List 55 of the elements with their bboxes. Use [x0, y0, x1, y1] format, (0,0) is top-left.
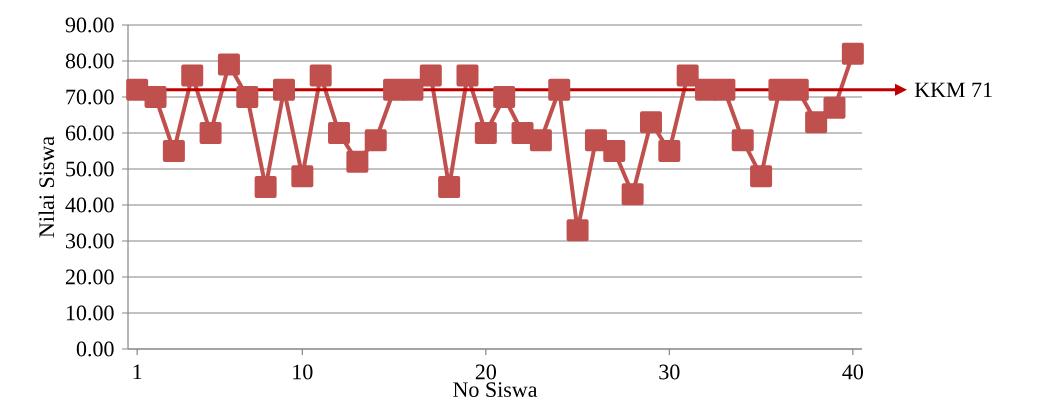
- point: [566, 219, 589, 242]
- point: [731, 129, 754, 152]
- point: [493, 86, 516, 108]
- point: [309, 64, 332, 87]
- point: [181, 64, 204, 87]
- y-tick-label: 10.00: [66, 305, 114, 321]
- point: [584, 129, 607, 152]
- y-tick-label: 40.00: [65, 197, 114, 213]
- point: [529, 129, 552, 152]
- point: [291, 165, 314, 188]
- x-tick-label: 40: [842, 364, 863, 380]
- x-axis-title: No Siswa: [453, 382, 538, 398]
- x-tick-label: 30: [659, 364, 680, 380]
- point: [474, 122, 497, 144]
- x-tick-label: 1: [133, 364, 142, 380]
- x-tick-label: 20: [475, 364, 496, 380]
- point: [144, 86, 167, 108]
- point: [750, 165, 773, 188]
- point: [823, 96, 846, 119]
- point: [199, 122, 222, 144]
- point: [328, 122, 351, 144]
- y-tick-label: 50.00: [66, 161, 114, 177]
- x-tick-label: 10: [293, 364, 313, 380]
- point: [346, 150, 369, 173]
- point: [786, 78, 809, 101]
- y-tick-label: 70.00: [66, 89, 114, 105]
- point: [603, 140, 626, 162]
- ref-line-label: KKM 71: [914, 82, 992, 98]
- y-tick-label: 80.00: [65, 53, 114, 69]
- y-tick-label: 30.00: [66, 233, 114, 249]
- y-tick-label: 90.00: [65, 17, 114, 33]
- point: [364, 129, 387, 152]
- point: [621, 183, 644, 206]
- point: [841, 42, 864, 65]
- y-tick-label: 0.00: [76, 341, 114, 357]
- point: [713, 78, 736, 101]
- point: [438, 176, 461, 198]
- point: [676, 64, 699, 87]
- point: [419, 64, 442, 87]
- y-tick-label: 60.00: [65, 125, 114, 141]
- point: [162, 140, 185, 162]
- y-axis-title: Nilai Siswa: [38, 136, 55, 238]
- point: [236, 86, 259, 108]
- point: [456, 64, 479, 87]
- point: [805, 111, 828, 134]
- point: [217, 53, 240, 76]
- point: [272, 78, 295, 101]
- point: [548, 78, 571, 101]
- point: [126, 78, 149, 101]
- point: [254, 176, 277, 198]
- y-tick-label: 20.00: [65, 269, 114, 285]
- point: [511, 122, 534, 144]
- point: [401, 78, 424, 101]
- point: [658, 140, 681, 162]
- point: [639, 111, 662, 134]
